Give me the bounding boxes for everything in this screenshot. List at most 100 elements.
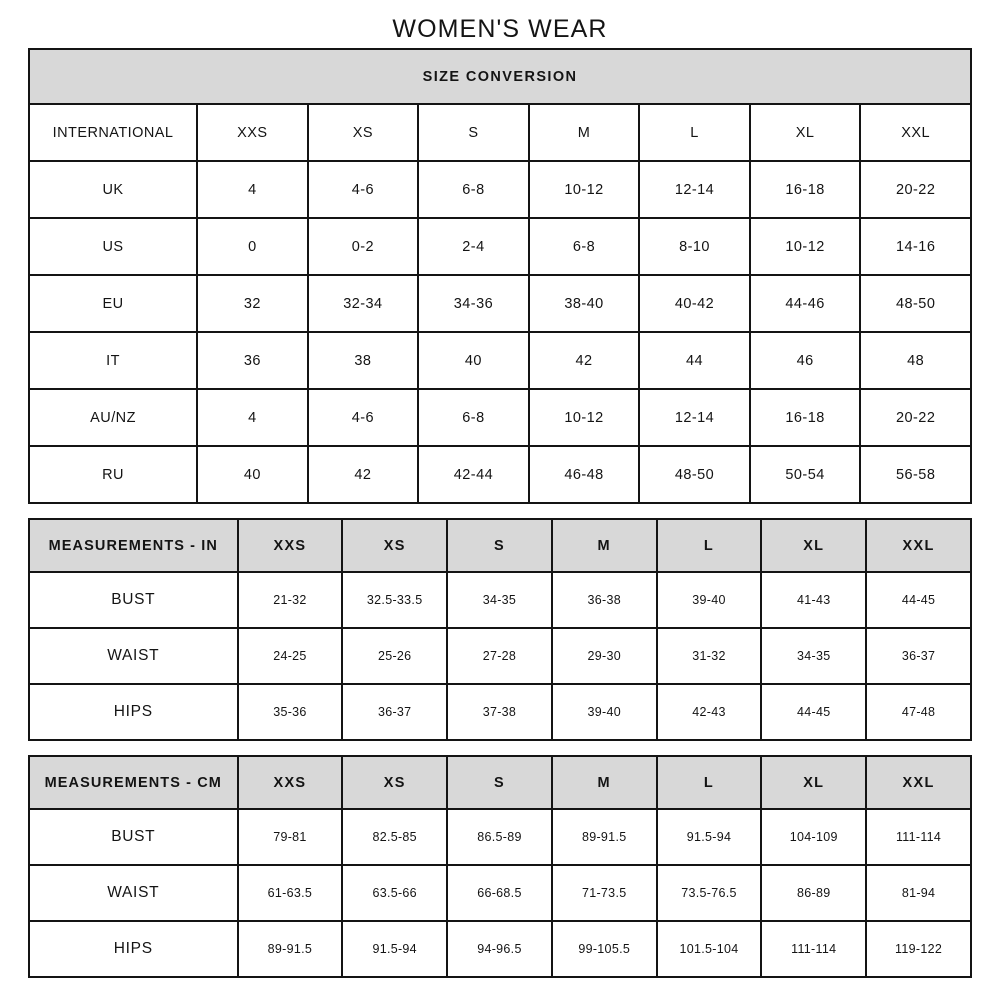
column-header-l: L [655,518,763,573]
table-cell: 4 [196,160,309,219]
table-row: MEASUREMENTS - CM XXS XS S M L XL XXL [28,755,972,810]
column-header-xl: XL [760,755,868,810]
table-cell: 40 [417,331,530,390]
table-row: INTERNATIONAL XXS XS S M L XL XXL [27,103,972,162]
table-cell: 20-22 [859,388,972,447]
table-cell: 38 [306,331,420,390]
table-cell: 86.5-89 [446,808,553,866]
table-cell: 79-81 [236,808,344,866]
row-label: BUST [28,571,239,629]
table-cell: 4-6 [306,160,420,219]
table-cell: 4-6 [306,388,420,447]
table-cell: 29-30 [550,627,658,685]
table-cell: 86-89 [760,864,868,922]
row-label: AU/NZ [27,388,199,447]
table-cell: 47-48 [865,683,972,741]
table-cell: 71-73.5 [550,864,658,922]
table-cell: 0 [196,217,309,276]
column-header-xs: XS [341,755,449,810]
table-cell: 42-43 [655,683,763,741]
size-conversion-table: SIZE CONVERSION INTERNATIONAL XXS XS S M… [27,48,972,504]
row-label: WAIST [28,627,239,685]
column-header-xxl: XXL [859,103,972,162]
table-cell: 25-26 [341,627,449,685]
table-row: RU 40 42 42-44 46-48 48-50 50-54 56-58 [27,445,972,504]
table-cell: 46-48 [527,445,641,504]
table-cell: 61-63.5 [236,864,344,922]
table-cell: 91.5-94 [655,808,763,866]
table-cell: 16-18 [748,388,862,447]
column-header-xl: XL [760,518,868,573]
table-row: EU 32 32-34 34-36 38-40 40-42 44-46 48-5… [27,274,972,333]
column-header-xxs: XXS [236,518,344,573]
table-cell: 32 [196,274,309,333]
table-cell: 89-91.5 [550,808,658,866]
table-row: BUST 21-32 32.5-33.5 34-35 36-38 39-40 4… [28,571,972,629]
column-header-xs: XS [341,518,449,573]
column-header-m: M [550,518,658,573]
table-row: HIPS 35-36 36-37 37-38 39-40 42-43 44-45… [28,683,972,741]
row-label: IT [27,331,199,390]
column-header-xxl: XXL [865,755,972,810]
row-label: US [27,217,199,276]
table-cell: 36-37 [865,627,972,685]
table-row: US 0 0-2 2-4 6-8 8-10 10-12 14-16 [27,217,972,276]
table-cell: 36-38 [550,571,658,629]
row-label: HIPS [28,683,239,741]
table-cell: 73.5-76.5 [655,864,763,922]
table-cell: 111-114 [760,920,868,978]
table-cell: 6-8 [417,388,530,447]
table-cell: 94-96.5 [446,920,553,978]
table-cell: 44-46 [748,274,862,333]
column-header-xxs: XXS [196,103,309,162]
size-conversion-thead: SIZE CONVERSION INTERNATIONAL XXS XS S M… [27,48,972,162]
column-header-xl: XL [748,103,862,162]
table-cell: 10-12 [527,388,641,447]
table-cell: 10-12 [527,160,641,219]
measurements-in-title: MEASUREMENTS - IN [28,518,239,573]
table-cell: 12-14 [638,160,751,219]
table-cell: 66-68.5 [446,864,553,922]
table-cell: 82.5-85 [341,808,449,866]
table-cell: 56-58 [859,445,972,504]
row-label: RU [27,445,199,504]
column-header-s: S [446,518,553,573]
table-cell: 101.5-104 [655,920,763,978]
column-header-l: L [638,103,751,162]
table-cell: 81-94 [865,864,972,922]
row-label: BUST [28,808,239,866]
column-header-international: INTERNATIONAL [27,103,199,162]
table-cell: 91.5-94 [341,920,449,978]
table-cell: 39-40 [550,683,658,741]
measurements-cm-title: MEASUREMENTS - CM [28,755,239,810]
measurements-cm-tbody: BUST 79-81 82.5-85 86.5-89 89-91.5 91.5-… [28,808,972,978]
page-title: WOMEN'S WEAR [392,15,608,43]
size-conversion-banner: SIZE CONVERSION [28,48,972,105]
table-cell: 35-36 [236,683,344,741]
table-cell: 42-44 [417,445,530,504]
table-cell: 46 [748,331,862,390]
measurements-cm-thead: MEASUREMENTS - CM XXS XS S M L XL XXL [28,755,972,810]
table-row: HIPS 89-91.5 91.5-94 94-96.5 99-105.5 10… [28,920,972,978]
table-cell: 34-35 [446,571,553,629]
table-row: UK 4 4-6 6-8 10-12 12-14 16-18 20-22 [27,160,972,219]
column-header-m: M [527,103,641,162]
table-row: WAIST 24-25 25-26 27-28 29-30 31-32 34-3… [28,627,972,685]
measurements-in-tbody: BUST 21-32 32.5-33.5 34-35 36-38 39-40 4… [28,571,972,741]
table-cell: 89-91.5 [236,920,344,978]
table-cell: 0-2 [306,217,420,276]
table-row: IT 36 38 40 42 44 46 48 [27,331,972,390]
table-row: AU/NZ 4 4-6 6-8 10-12 12-14 16-18 20-22 [27,388,972,447]
column-header-s: S [417,103,530,162]
table-cell: 6-8 [417,160,530,219]
table-cell: 48 [859,331,972,390]
table-cell: 32.5-33.5 [341,571,449,629]
row-label: EU [27,274,199,333]
table-cell: 104-109 [760,808,868,866]
table-cell: 34-35 [760,627,868,685]
banner-row: SIZE CONVERSION [28,48,972,105]
table-cell: 44-45 [760,683,868,741]
column-header-l: L [655,755,763,810]
table-cell: 40 [196,445,309,504]
